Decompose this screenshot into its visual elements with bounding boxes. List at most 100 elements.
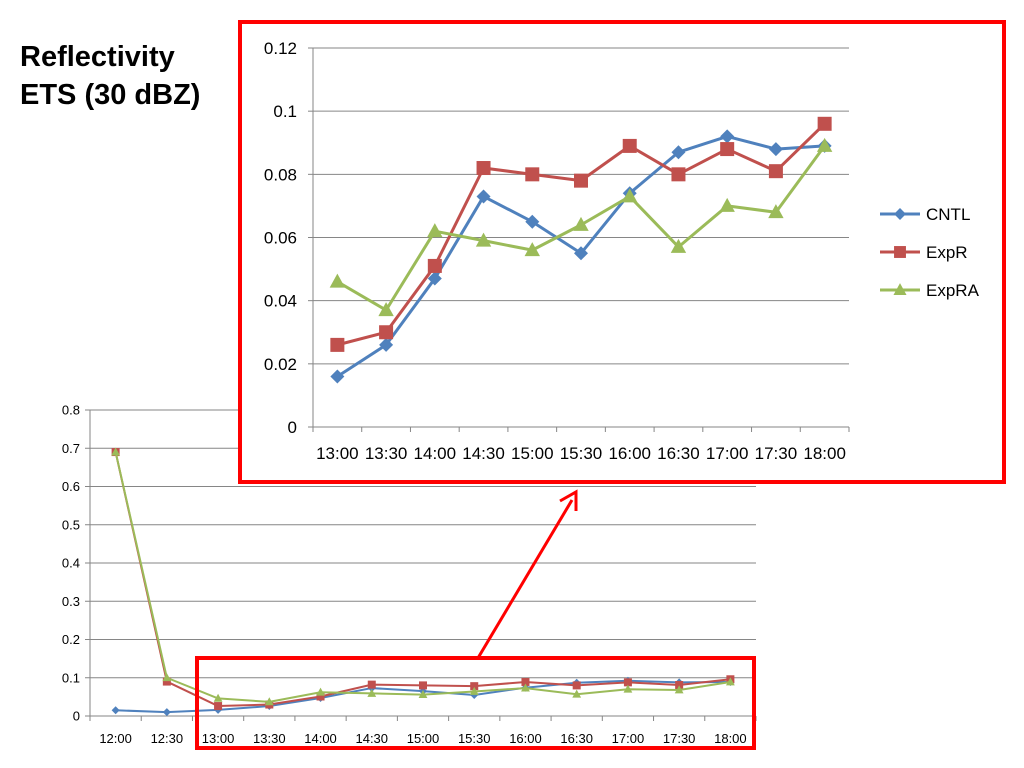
x-tick-label: 14:30	[355, 731, 388, 746]
data-point	[670, 238, 687, 253]
data-point	[521, 677, 530, 686]
y-tick-label: 0.8	[62, 403, 80, 418]
highlight-box	[195, 656, 756, 750]
data-point	[316, 692, 325, 701]
data-point	[378, 302, 394, 317]
x-tick-label: 15:30	[560, 444, 603, 463]
data-point	[521, 683, 530, 692]
data-point	[572, 689, 582, 698]
y-tick-label: 0.12	[264, 39, 297, 58]
y-tick-label: 0.06	[264, 228, 297, 247]
x-tick-label: 13:30	[253, 731, 286, 746]
data-point	[470, 682, 479, 691]
data-point	[768, 142, 783, 157]
data-point	[671, 145, 686, 160]
data-point	[214, 702, 223, 711]
legend-item-expr: ExpR	[880, 243, 968, 262]
legend-marker	[894, 246, 906, 258]
x-tick-label: 13:30	[365, 444, 408, 463]
data-point	[725, 677, 735, 686]
data-point	[419, 681, 427, 690]
x-tick-label: 16:00	[509, 731, 542, 746]
data-point	[476, 161, 491, 176]
data-point	[427, 223, 443, 238]
data-point	[162, 677, 171, 686]
zoom-arrow	[476, 499, 574, 659]
data-point	[524, 242, 540, 257]
data-point	[418, 689, 428, 698]
x-tick-label: 13:00	[316, 444, 359, 463]
legend-marker	[893, 283, 907, 296]
data-point	[720, 142, 735, 157]
slide-title-line-2: ETS (30 dBZ)	[20, 79, 201, 111]
data-point	[476, 189, 491, 204]
y-tick-label: 0.6	[62, 479, 80, 494]
series-expra	[329, 137, 833, 317]
y-tick-label: 0.08	[264, 165, 297, 184]
data-point	[623, 684, 633, 693]
data-point	[329, 273, 346, 288]
zoom-chart: 0 0.02 0.04 0.06 0.08 0.1 0.12 13:00 13:30 14:00 1…	[264, 39, 980, 463]
data-point	[427, 271, 442, 286]
x-tick-label: 14:00	[414, 444, 457, 463]
data-point	[720, 129, 735, 144]
x-tick-label: 16:30	[560, 731, 593, 746]
data-point	[379, 337, 394, 352]
y-tick-label: 0	[288, 418, 297, 437]
x-tick-label: 18:00	[714, 731, 747, 746]
series-line	[114, 451, 731, 708]
x-tick-label: 15:00	[407, 731, 440, 746]
legend-item-expra: ExpRA	[880, 281, 980, 300]
slide-title: Reflectivity ETS (30 dBZ)	[20, 38, 200, 114]
data-point	[111, 706, 120, 715]
y-tick-label: 0.1	[62, 670, 80, 685]
data-point	[622, 138, 637, 153]
x-tick-label: 18:00	[803, 444, 846, 463]
data-point	[623, 678, 632, 687]
legend-label: ExpR	[926, 243, 968, 262]
data-point	[817, 116, 832, 131]
data-point	[264, 697, 274, 706]
data-point	[111, 447, 121, 456]
data-point	[213, 693, 223, 702]
data-point	[768, 164, 783, 179]
data-point	[367, 688, 377, 697]
x-tick-label: 17:30	[663, 731, 696, 746]
x-tick-label: 17:00	[612, 731, 645, 746]
data-point	[330, 369, 345, 384]
series-expr	[111, 448, 735, 711]
y-tick-label: 0.3	[62, 594, 80, 609]
data-point	[525, 167, 540, 182]
zoom-chart-background	[238, 20, 1006, 484]
data-point	[768, 204, 784, 219]
x-tick-label: 16:30	[657, 444, 700, 463]
y-tick-label: 0.1	[273, 102, 297, 121]
slide-title-line-1: Reflectivity	[20, 41, 175, 73]
data-point	[674, 685, 684, 694]
data-point	[816, 137, 833, 152]
series-expra	[111, 447, 735, 706]
data-point	[572, 681, 581, 690]
annotations	[195, 489, 756, 750]
x-tick-label: 14:30	[462, 444, 505, 463]
x-tick-label: 15:30	[458, 731, 491, 746]
y-tick-label: 0.02	[264, 355, 297, 374]
data-point	[719, 197, 735, 212]
data-point	[574, 246, 588, 261]
data-point	[367, 680, 376, 689]
y-tick-label: 0.7	[62, 441, 80, 456]
data-point	[316, 687, 325, 696]
data-point	[427, 258, 442, 273]
data-point	[622, 188, 638, 203]
data-point	[573, 216, 589, 231]
data-point	[475, 232, 492, 247]
data-point	[671, 167, 686, 182]
data-point	[469, 686, 479, 695]
x-tick-label: 17:30	[755, 444, 798, 463]
data-point	[162, 673, 172, 682]
y-tick-label: 0.5	[62, 517, 80, 532]
legend-item-cntl: CNTL	[880, 205, 970, 224]
data-point	[525, 214, 540, 229]
series-line	[114, 451, 731, 703]
